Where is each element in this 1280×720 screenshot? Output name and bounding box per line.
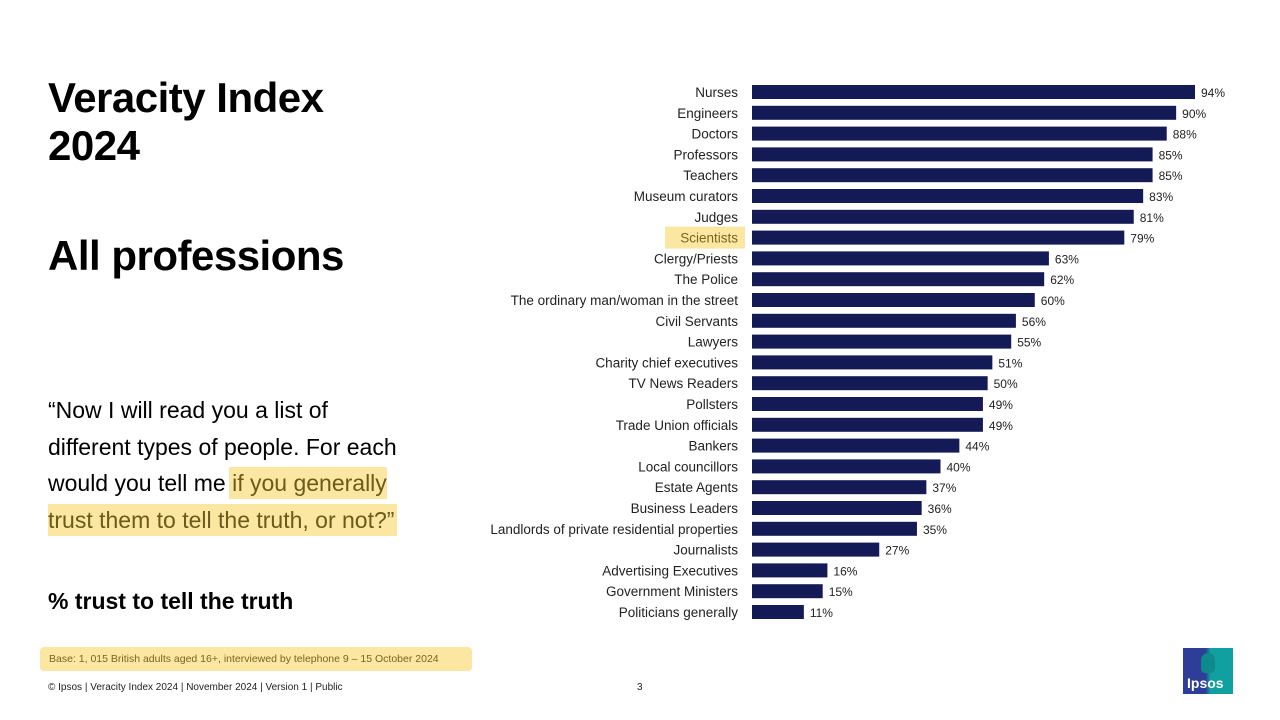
bar — [752, 209, 1134, 224]
value-label: 35% — [923, 523, 947, 537]
bar — [752, 542, 880, 557]
value-label: 49% — [989, 419, 1013, 433]
category-label: Pollsters — [686, 397, 738, 412]
footer: © Ipsos | Veracity Index 2024 | November… — [48, 682, 343, 693]
bar — [752, 438, 960, 453]
bar — [752, 459, 941, 474]
category-label: Museum curators — [634, 189, 739, 204]
category-highlight — [665, 226, 745, 249]
value-label: 50% — [994, 377, 1018, 391]
bar — [752, 251, 1049, 266]
value-label: 85% — [1159, 169, 1183, 183]
value-label: 27% — [885, 544, 909, 558]
category-label: Government Ministers — [606, 584, 738, 599]
category-label: TV News Readers — [628, 376, 738, 391]
value-label: 94% — [1201, 86, 1225, 100]
value-label: 85% — [1159, 148, 1183, 162]
category-label: Advertising Executives — [602, 563, 738, 578]
category-label: Teachers — [683, 168, 738, 183]
page-title: Veracity Index 2024 — [48, 74, 324, 169]
value-label: 81% — [1140, 211, 1164, 225]
bar — [752, 563, 828, 578]
category-label: Civil Servants — [655, 314, 738, 329]
bar — [752, 605, 804, 619]
value-label: 55% — [1017, 336, 1041, 350]
category-label: Trade Union officials — [616, 418, 739, 433]
bar — [752, 293, 1035, 307]
category-label: Lawyers — [688, 335, 739, 350]
category-label: Politicians generally — [619, 605, 739, 620]
category-label: Professors — [673, 147, 738, 162]
bar — [752, 272, 1045, 287]
bar — [752, 417, 983, 432]
ipsos-logo: Ipsos — [1183, 648, 1233, 694]
category-label: Estate Agents — [655, 480, 739, 495]
value-label: 63% — [1055, 252, 1079, 266]
category-label: Bankers — [688, 439, 738, 454]
page-number: 3 — [637, 682, 643, 693]
bar — [752, 313, 1016, 328]
bar — [752, 189, 1144, 203]
bar — [752, 355, 993, 370]
category-label: Scientists — [680, 231, 738, 246]
value-label: 44% — [965, 440, 989, 454]
bar — [752, 480, 927, 495]
category-label: Engineers — [677, 106, 738, 121]
value-label: 90% — [1182, 107, 1206, 121]
bar — [752, 397, 983, 411]
value-label: 60% — [1041, 294, 1065, 308]
page-subtitle: All professions — [48, 232, 344, 279]
category-label: Charity chief executives — [595, 355, 738, 370]
bar — [752, 147, 1153, 162]
bar — [752, 168, 1153, 183]
category-label: Clergy/Priests — [654, 251, 738, 266]
category-label: Business Leaders — [631, 501, 739, 516]
category-label: The Police — [674, 272, 738, 287]
category-label: The ordinary man/woman in the street — [511, 293, 739, 308]
value-label: 16% — [833, 564, 857, 578]
bar — [752, 376, 988, 391]
category-label: Landlords of private residential propert… — [490, 522, 738, 537]
value-label: 49% — [989, 398, 1013, 412]
value-label: 37% — [932, 481, 956, 495]
category-label: Journalists — [673, 543, 738, 558]
bar — [752, 105, 1177, 120]
value-label: 40% — [947, 460, 971, 474]
value-label: 15% — [829, 585, 853, 599]
bar — [752, 521, 917, 536]
bar — [752, 85, 1195, 99]
value-label: 11% — [810, 606, 833, 620]
value-label: 51% — [998, 356, 1022, 370]
value-label: 88% — [1173, 128, 1197, 142]
measure-label: % trust to tell the truth — [48, 588, 294, 614]
category-label: Doctors — [691, 127, 738, 142]
category-label: Judges — [694, 210, 738, 225]
value-label: 62% — [1050, 273, 1074, 287]
value-label: 56% — [1022, 315, 1046, 329]
base-note: Base: 1, 015 British adults aged 16+, in… — [40, 647, 472, 671]
logo-head-icon — [1201, 653, 1215, 673]
category-label: Local councillors — [638, 459, 738, 474]
value-label: 79% — [1130, 232, 1154, 246]
bar — [752, 230, 1125, 245]
category-label: Nurses — [695, 85, 738, 100]
bar — [752, 126, 1167, 141]
bar — [752, 334, 1012, 349]
bar — [752, 584, 823, 599]
value-label: 36% — [928, 502, 952, 516]
question-quote: “Now I will read you a list of different… — [48, 397, 397, 533]
bar — [752, 501, 922, 515]
value-label: 83% — [1149, 190, 1173, 204]
